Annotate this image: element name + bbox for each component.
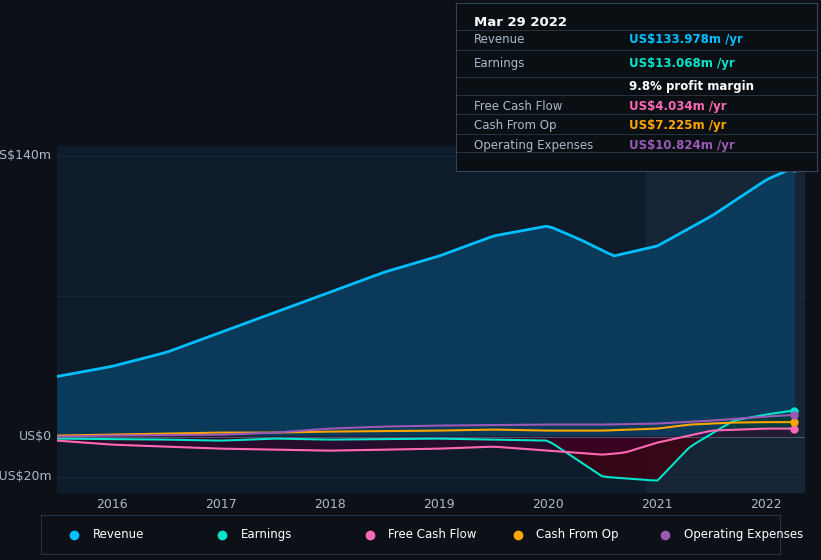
Text: 9.8% profit margin: 9.8% profit margin (629, 80, 754, 94)
Text: Revenue: Revenue (93, 528, 144, 542)
Text: US$13.068m /yr: US$13.068m /yr (629, 57, 735, 70)
Text: Earnings: Earnings (241, 528, 292, 542)
Text: Revenue: Revenue (474, 33, 525, 46)
Text: Cash From Op: Cash From Op (536, 528, 618, 542)
Text: Cash From Op: Cash From Op (474, 119, 556, 132)
Text: US$7.225m /yr: US$7.225m /yr (629, 119, 727, 132)
Text: Operating Expenses: Operating Expenses (684, 528, 803, 542)
Text: Free Cash Flow: Free Cash Flow (474, 100, 562, 114)
Text: US$140m: US$140m (0, 149, 52, 162)
Text: Free Cash Flow: Free Cash Flow (388, 528, 477, 542)
Text: US$133.978m /yr: US$133.978m /yr (629, 33, 743, 46)
Text: Earnings: Earnings (474, 57, 525, 70)
Text: US$4.034m /yr: US$4.034m /yr (629, 100, 727, 114)
Text: -US$20m: -US$20m (0, 470, 52, 483)
Text: Mar 29 2022: Mar 29 2022 (474, 16, 566, 29)
Text: US$0: US$0 (19, 430, 52, 443)
Text: US$10.824m /yr: US$10.824m /yr (629, 139, 735, 152)
Bar (646, 146, 805, 493)
Text: Operating Expenses: Operating Expenses (474, 139, 593, 152)
